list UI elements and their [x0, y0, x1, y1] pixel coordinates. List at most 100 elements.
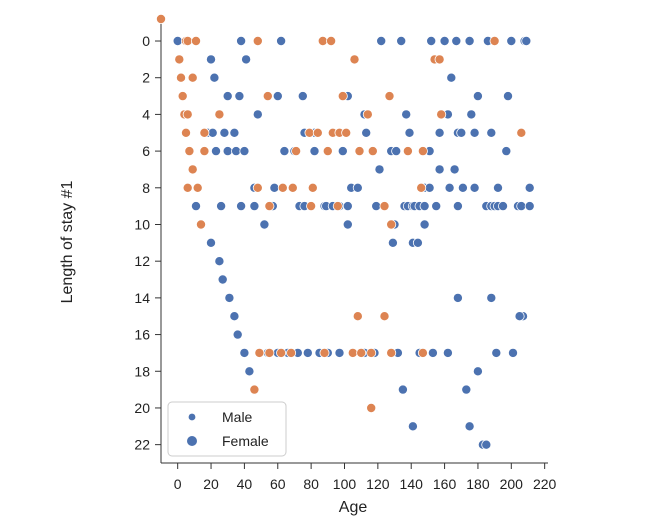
point-male: [442, 347, 453, 358]
point-male: [396, 36, 407, 47]
point-female: [436, 109, 447, 120]
point-male: [452, 292, 463, 303]
point-female: [384, 91, 395, 102]
point-male: [272, 91, 283, 102]
point-male: [276, 36, 287, 47]
point-female: [182, 36, 193, 47]
point-male: [457, 182, 468, 193]
point-female: [322, 146, 333, 157]
x-tick-label: 60: [270, 476, 286, 492]
point-male: [259, 219, 270, 230]
point-male: [309, 146, 320, 157]
x-axis-label: Age: [339, 499, 368, 516]
legend-box: [167, 401, 287, 457]
point-male: [337, 146, 348, 157]
point-male: [391, 146, 402, 157]
y-tick-label: 14: [134, 290, 150, 306]
point-male: [239, 347, 250, 358]
point-female: [306, 201, 317, 212]
point-male: [232, 329, 243, 340]
point-male: [241, 54, 252, 65]
x-tick-label: 40: [237, 476, 253, 492]
point-male: [427, 347, 438, 358]
point-male: [404, 127, 415, 138]
point-male: [269, 182, 280, 193]
point-male: [521, 36, 532, 47]
legend-marker-male: [188, 413, 196, 421]
point-male: [229, 127, 240, 138]
point-male: [469, 182, 480, 193]
point-female: [341, 127, 352, 138]
point-male: [419, 201, 430, 212]
y-tick-label: 6: [142, 143, 150, 159]
x-tick-label: 220: [533, 476, 557, 492]
point-male: [217, 274, 228, 285]
point-female: [286, 347, 297, 358]
point-male: [401, 109, 412, 120]
point-female: [312, 127, 323, 138]
point-male: [469, 127, 480, 138]
point-male: [524, 182, 535, 193]
point-male: [216, 201, 227, 212]
point-male: [492, 182, 503, 193]
x-tick-label: 140: [400, 476, 424, 492]
point-male: [374, 164, 385, 175]
point-female: [402, 146, 413, 157]
point-female: [180, 127, 191, 138]
point-female: [417, 347, 428, 358]
point-male: [210, 146, 221, 157]
point-female: [349, 54, 360, 65]
x-axis: 0 20 40 60 80 100 120 140 160 180 200 220: [161, 462, 557, 492]
point-male: [214, 256, 225, 267]
point-female: [252, 182, 263, 193]
point-male: [342, 201, 353, 212]
point-male: [361, 127, 372, 138]
y-tick-label: 0: [142, 33, 150, 49]
point-male: [190, 201, 201, 212]
point-female: [187, 164, 198, 175]
point-female: [264, 201, 275, 212]
point-female: [254, 347, 265, 358]
point-female: [182, 182, 193, 193]
point-female: [304, 127, 315, 138]
point-male: [451, 36, 462, 47]
point-female: [386, 347, 397, 358]
point-male: [452, 201, 463, 212]
point-female: [337, 91, 348, 102]
point-male: [501, 146, 512, 157]
point-male: [219, 127, 230, 138]
point-female: [262, 91, 273, 102]
point-female: [362, 109, 373, 120]
point-female: [317, 36, 328, 47]
point-male: [426, 36, 437, 47]
point-female: [199, 127, 210, 138]
point-female: [199, 146, 210, 157]
point-male: [486, 292, 497, 303]
point-male: [207, 127, 218, 138]
point-female: [516, 127, 527, 138]
point-male: [249, 201, 260, 212]
point-female: [367, 146, 378, 157]
point-male: [205, 237, 216, 248]
point-male: [434, 127, 445, 138]
point-male: [279, 146, 290, 157]
point-female: [417, 146, 428, 157]
point-female: [291, 146, 302, 157]
point-male: [334, 347, 345, 358]
x-tick-label: 80: [303, 476, 319, 492]
x-tick-label: 160: [433, 476, 457, 492]
point-female: [319, 347, 330, 358]
point-male: [231, 146, 242, 157]
point-female: [386, 219, 397, 230]
point-male: [449, 164, 460, 175]
point-male: [464, 36, 475, 47]
point-male: [236, 36, 247, 47]
point-male: [466, 109, 477, 120]
point-female: [252, 36, 263, 47]
point-female: [379, 201, 390, 212]
y-tick-label: 2: [142, 70, 150, 86]
point-male: [239, 146, 250, 157]
y-tick-label: 10: [134, 216, 150, 232]
point-male: [497, 201, 508, 212]
